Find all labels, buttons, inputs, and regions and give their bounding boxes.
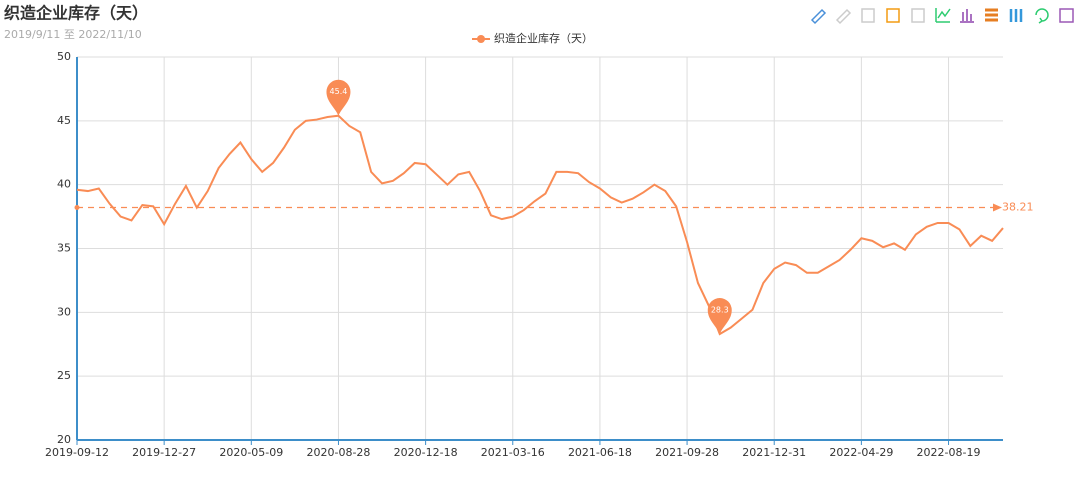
y-tick-label: 40 — [57, 178, 71, 191]
legend-symbol — [477, 35, 485, 43]
tool-icon[interactable] — [935, 8, 951, 23]
tool-icon[interactable] — [810, 8, 827, 25]
tool-icon[interactable] — [886, 8, 900, 23]
legend: 织造企业库存（天） — [472, 31, 593, 45]
tool-icon[interactable] — [985, 8, 998, 22]
legend-label: 织造企业库存（天） — [494, 31, 593, 45]
x-tick-label: 2022-04-29 — [829, 446, 893, 459]
x-tick-label: 2019-09-12 — [45, 446, 109, 459]
average-label: 38.21 — [1002, 201, 1034, 214]
tool-icon[interactable] — [1059, 8, 1074, 23]
x-tick-label: 2020-05-09 — [219, 446, 283, 459]
pin — [707, 298, 732, 335]
series-line — [76, 114, 1004, 336]
x-tick-label: 2021-09-28 — [655, 446, 719, 459]
x-tick-label: 2021-03-16 — [481, 446, 545, 459]
mark-point: 45.4 — [326, 79, 351, 116]
average-arrow — [993, 203, 1002, 212]
y-tick-label: 35 — [57, 242, 71, 255]
pin — [326, 79, 351, 116]
y-tick-label: 50 — [57, 50, 71, 63]
pin-label: 45.4 — [330, 87, 348, 96]
y-tick-label: 25 — [57, 369, 71, 382]
y-tick-label: 20 — [57, 433, 71, 446]
x-tick-label: 2019-12-27 — [132, 446, 196, 459]
tool-icon[interactable] — [1035, 8, 1049, 24]
x-tick-label: 2020-12-18 — [394, 446, 458, 459]
mark-point: 28.3 — [707, 298, 732, 335]
x-tick-label: 2020-08-28 — [306, 446, 370, 459]
y-tick-label: 45 — [57, 114, 71, 127]
chart-title: 织造企业库存（天） — [4, 4, 148, 23]
x-tick-label: 2022-08-19 — [917, 446, 981, 459]
pin-label: 28.3 — [711, 306, 729, 315]
tool-icon[interactable] — [911, 8, 925, 23]
tool-icon[interactable] — [960, 9, 974, 23]
tool-icon[interactable] — [835, 8, 852, 25]
tool-icon[interactable] — [861, 8, 875, 23]
average-start — [74, 205, 80, 211]
chart-subtitle: 2019/9/11 至 2022/11/10 — [4, 28, 142, 41]
y-tick-label: 30 — [57, 305, 71, 318]
x-tick-label: 2021-12-31 — [742, 446, 806, 459]
x-tick-label: 2021-06-18 — [568, 446, 632, 459]
tool-icon[interactable] — [1009, 9, 1023, 22]
toolbox[interactable] — [810, 8, 1074, 25]
